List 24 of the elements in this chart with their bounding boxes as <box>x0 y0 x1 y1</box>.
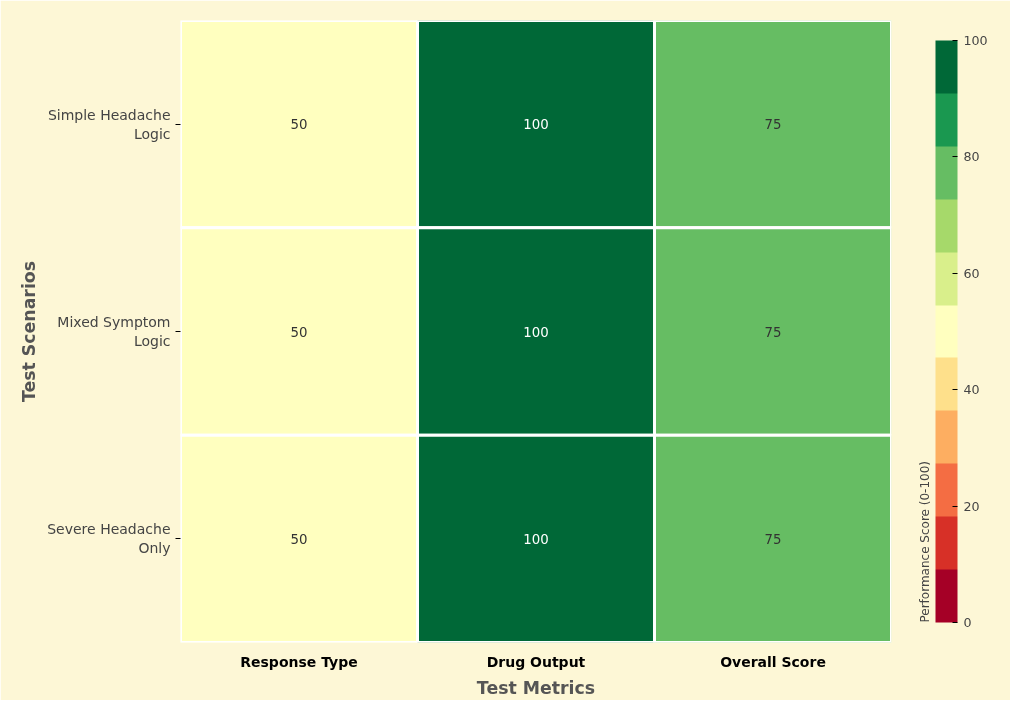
color-bar-label: 100 <box>963 33 988 48</box>
data-label: 100 <box>523 117 549 133</box>
color-bar-label: 40 <box>963 382 980 398</box>
data-label: 75 <box>764 531 782 547</box>
data-label: 100 <box>523 531 549 547</box>
data-label: 75 <box>764 117 782 133</box>
x-tick-label: Overall Score <box>720 653 826 670</box>
color-bar-label: 0 <box>963 615 972 630</box>
color-bar-label: 60 <box>963 265 980 281</box>
x-tick-label: Response Type <box>240 653 358 670</box>
data-label: 50 <box>290 117 308 133</box>
x-axis-title: Test Metrics <box>476 677 596 698</box>
y-tick-label: Severe Headache Only <box>47 521 171 557</box>
y-tick-label: Simple Headache Logic <box>47 106 171 142</box>
y-axis-title: Test Scenarios <box>19 260 40 403</box>
data-label: 50 <box>290 531 308 547</box>
data-label: 50 <box>290 324 308 340</box>
color-bar-title: Performance Score (0-100) <box>917 460 932 623</box>
data-label: 100 <box>523 324 549 340</box>
x-tick-label: Drug Output <box>486 653 586 670</box>
color-bar-label: 80 <box>963 149 980 165</box>
data-label: 75 <box>764 324 782 340</box>
y-tick-label: Mixed Symptom Logic <box>57 313 171 350</box>
color-bar-label: 20 <box>963 498 980 514</box>
